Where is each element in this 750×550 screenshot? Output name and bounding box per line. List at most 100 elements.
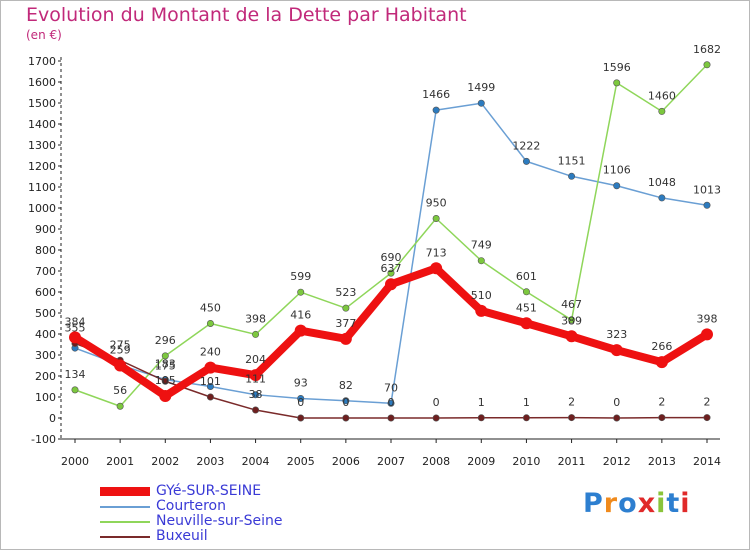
data-label-gy-sur-seine: 713 [426,246,447,259]
x-tick-label: 2010 [512,455,540,468]
data-point-gy-sur-seine [114,359,127,372]
data-label-courteron: 1222 [512,139,540,152]
data-label-courteron: 1013 [693,183,721,196]
data-point-gy-sur-seine [610,344,623,357]
data-point-buxeuil [522,414,530,422]
data-point-gy-sur-seine [385,278,397,291]
series-line-neuville-sur-seine [74,64,708,407]
y-tick-label: 0 [49,412,56,425]
data-point-gy-sur-seine [430,262,443,275]
data-label-gy-sur-seine: 416 [290,309,311,322]
data-label-courteron: 1151 [558,154,586,167]
data-label-gy-sur-seine: 451 [516,301,537,314]
data-point-neuville-sur-seine [613,79,621,87]
data-point-gy-sur-seine [655,356,668,369]
data-point-courteron [297,394,305,402]
data-label-neuville-sur-seine: 467 [561,298,582,311]
data-label-buxeuil: 2 [658,396,665,409]
data-label-gy-sur-seine: 204 [245,353,266,366]
data-point-neuville-sur-seine [387,269,395,277]
data-label-courteron: 1466 [422,88,450,101]
data-point-gy-sur-seine [159,389,172,402]
data-label-neuville-sur-seine: 950 [426,197,447,210]
data-point-buxeuil [568,414,576,422]
data-point-neuville-sur-seine [432,215,440,223]
data-label-neuville-sur-seine: 523 [335,286,356,299]
y-tick-label: 1400 [28,118,56,131]
logo-letter: t [666,488,681,519]
data-point-neuville-sur-seine [161,352,169,360]
data-label-buxeuil: 1 [523,396,530,409]
data-label-gy-sur-seine: 240 [200,346,221,359]
data-label-gy-sur-seine: 323 [606,328,627,341]
data-label-buxeuil: 0 [297,396,304,409]
chart-title: Evolution du Montant de la Dette par Hab… [26,4,467,26]
data-label-neuville-sur-seine: 601 [516,270,537,283]
y-tick-label: 100 [35,391,56,404]
data-label-neuville-sur-seine: 599 [290,270,311,283]
data-label-gy-sur-seine: 259 [110,344,131,357]
y-tick-label: 1300 [28,139,56,152]
y-tick-label: 300 [35,349,56,362]
data-point-gy-sur-seine [249,369,262,382]
data-point-gy-sur-seine [565,330,578,343]
legend-label: Buxeuil [156,528,208,544]
y-tick-label: 200 [35,370,56,383]
x-tick-label: 2007 [377,455,405,468]
data-label-buxeuil: 0 [433,396,440,409]
y-tick-label: 1200 [28,160,56,173]
legend-swatch [100,521,150,523]
y-tick-label: 1700 [28,55,56,68]
data-label-buxeuil: 2 [704,396,711,409]
data-point-neuville-sur-seine [342,304,350,312]
data-label-buxeuil: 1 [478,396,485,409]
data-point-gy-sur-seine [701,328,713,341]
data-point-buxeuil [206,393,214,401]
y-tick-label: 900 [35,223,56,236]
data-label-courteron: 70 [384,381,398,394]
x-tick-label: 2013 [648,455,676,468]
data-point-courteron [613,182,621,190]
logo-letter: o [618,488,638,519]
data-point-courteron [477,99,485,107]
data-point-courteron [703,201,711,209]
data-label-courteron: 1106 [603,164,631,177]
data-label-courteron: 111 [245,373,266,386]
data-label-buxeuil: 355 [65,321,86,334]
data-point-gy-sur-seine [69,331,81,344]
data-label-neuville-sur-seine: 1596 [603,61,631,74]
y-tick-label: 600 [35,286,56,299]
data-label-neuville-sur-seine: 1682 [693,43,721,56]
data-point-courteron [432,106,440,114]
y-tick-label: 700 [35,265,56,278]
chart-subtitle: (en €) [26,28,62,42]
proxiti-logo: Proxiti [583,488,691,519]
data-point-buxeuil [161,377,169,385]
data-point-gy-sur-seine [520,317,533,330]
x-tick-label: 2011 [558,455,586,468]
data-label-gy-sur-seine: 389 [561,314,582,327]
data-point-courteron [252,391,260,399]
legend-swatch [100,536,150,538]
data-point-courteron [387,399,395,407]
data-label-buxeuil: 0 [342,396,349,409]
data-label-courteron: 1499 [467,81,495,94]
x-tick-label: 2006 [332,455,360,468]
data-point-neuville-sur-seine [522,288,530,296]
data-point-neuville-sur-seine [477,257,485,265]
x-tick-label: 2002 [151,455,179,468]
x-tick-label: 2009 [467,455,495,468]
data-label-neuville-sur-seine: 690 [381,251,402,264]
y-tick-label: 1600 [28,76,56,89]
x-tick-label: 2000 [61,455,89,468]
data-point-buxeuil [703,414,711,422]
data-label-gy-sur-seine: 377 [335,317,356,330]
logo-letter: P [583,488,604,519]
x-tick-label: 2008 [422,455,450,468]
data-point-buxeuil [297,414,305,422]
data-label-buxeuil: 38 [249,388,263,401]
logo-letter: i [680,488,691,519]
data-point-neuville-sur-seine [71,386,79,394]
